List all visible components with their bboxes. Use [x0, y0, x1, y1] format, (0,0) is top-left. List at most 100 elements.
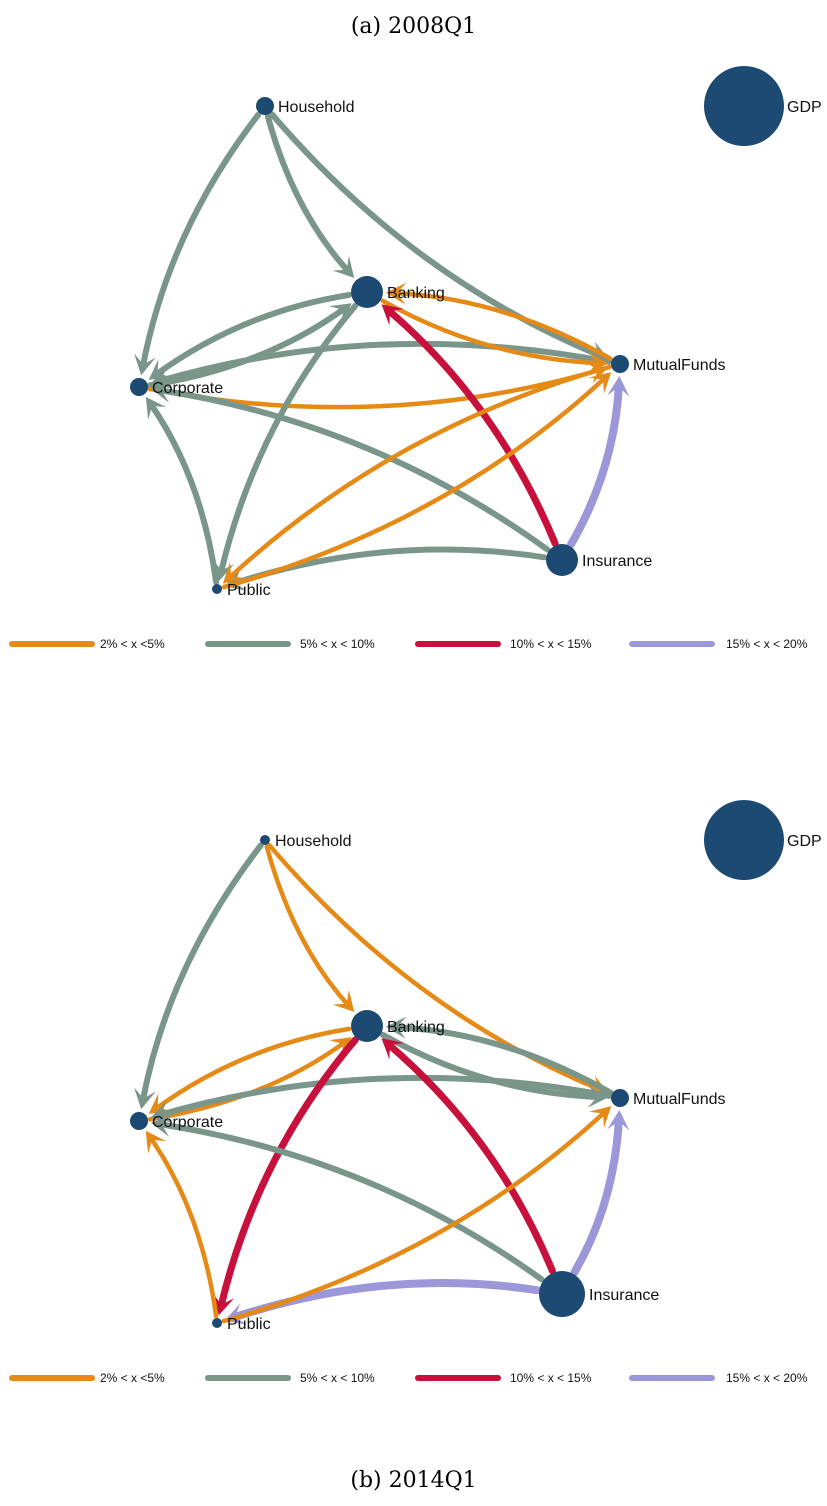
- legend-label-5-10: 5% < x < 10%: [300, 1371, 375, 1385]
- network-panel-b: Household Banking Corporate MutualFunds Insu…: [9, 800, 822, 1385]
- legend-label-10-15: 10% < x < 15%: [510, 1371, 592, 1385]
- node-label-corporate: Corporate: [152, 380, 223, 397]
- node-label-household: Household: [278, 99, 355, 116]
- node-label-banking: Banking: [387, 1019, 445, 1036]
- node-label-mutualfunds: MutualFunds: [633, 1091, 726, 1108]
- gdp-reference-circle: [704, 66, 784, 146]
- edge-insurance-to-public: [229, 546, 548, 587]
- edge-banking-to-mutualfunds: [380, 298, 603, 366]
- legend-label-2-5: 2% < x <5%: [100, 1371, 165, 1385]
- arrowhead-public-to-corporate: [145, 396, 167, 420]
- caption-panel-b: (b) 2014Q1: [350, 1468, 477, 1493]
- edge-banking-to-public: [217, 1036, 359, 1311]
- arrowhead-banking-to-mutualfunds: [587, 1085, 608, 1108]
- legend-label-2-5: 2% < x <5%: [100, 637, 165, 651]
- arrowhead-household-to-banking: [332, 989, 355, 1012]
- arrowhead-insurance-to-corporate: [150, 1115, 173, 1137]
- arrowhead-insurance-to-banking: [381, 1038, 404, 1060]
- node-label-household: Household: [275, 833, 352, 850]
- node-label-corporate: Corporate: [152, 1114, 223, 1131]
- edge-insurance-to-public: [228, 1279, 542, 1322]
- edge-mutualfunds-to-banking: [391, 290, 613, 361]
- edge-insurance-to-banking: [384, 306, 559, 547]
- arrowhead-household-to-corporate: [134, 1087, 156, 1110]
- node-corporate: [130, 1112, 148, 1130]
- arrowhead-mutualfunds-to-corporate: [150, 367, 173, 389]
- edge-banking-to-corporate: [152, 291, 353, 379]
- node-label-mutualfunds: MutualFunds: [633, 357, 726, 374]
- edge-mutualfunds-to-public: [226, 364, 612, 581]
- legend: 2% < x <5% 5% < x < 10% 10% < x < 15% 15% <…: [9, 1371, 808, 1385]
- node-label-insurance: Insurance: [582, 553, 652, 570]
- legend-label-15-20: 15% < x < 20%: [726, 637, 808, 651]
- node-mutualfunds: [611, 1089, 629, 1107]
- node-public: [212, 584, 222, 594]
- edge-household-to-corporate: [139, 111, 262, 371]
- edge-public-to-corporate: [148, 1135, 219, 1319]
- edge-household-to-banking: [264, 113, 352, 275]
- edge-household-to-mutualfunds: [267, 843, 604, 1093]
- edge-household-to-mutualfunds: [269, 111, 605, 360]
- gdp-label: GDP: [787, 833, 822, 850]
- node-label-public: Public: [227, 582, 271, 599]
- arrowhead-banking-to-corporate: [148, 1093, 172, 1114]
- edges-layer: [134, 111, 630, 591]
- edges-layer: [134, 842, 630, 1325]
- arrowhead-insurance-to-corporate: [150, 381, 173, 403]
- arrowhead-banking-to-public: [212, 1293, 235, 1316]
- arrowhead-mutualfunds-to-corporate: [150, 1101, 173, 1123]
- arrowhead-mutualfunds-to-banking: [386, 1016, 407, 1039]
- edge-mutualfunds-to-banking: [391, 1024, 614, 1096]
- node-insurance: [539, 1271, 585, 1317]
- caption-panel-a: (a) 2008Q1: [350, 14, 477, 39]
- gdp-label: GDP: [787, 99, 822, 116]
- edge-insurance-to-mutualfunds: [570, 1114, 623, 1277]
- arrowhead-corporate-to-banking: [329, 1037, 352, 1058]
- edge-insurance-to-banking: [384, 1040, 556, 1275]
- arrowhead-insurance-to-mutualfunds: [607, 376, 630, 397]
- legend-label-15-20: 15% < x < 20%: [726, 1371, 808, 1385]
- edge-insurance-to-corporate: [155, 1121, 545, 1283]
- node-label-public: Public: [227, 1316, 271, 1333]
- arrowhead-banking-to-mutualfunds: [587, 351, 608, 374]
- edge-mutualfunds-to-corporate: [155, 1074, 613, 1119]
- node-banking: [351, 276, 383, 308]
- arrowhead-corporate-to-banking: [329, 303, 352, 324]
- arrowhead-banking-to-corporate: [148, 359, 172, 380]
- legend-label-5-10: 5% < x < 10%: [300, 637, 375, 651]
- nodes-layer: Household Banking Corporate MutualFunds Insu…: [130, 833, 726, 1333]
- arrowhead-public-to-mutualfunds: [589, 1106, 612, 1128]
- node-insurance: [546, 544, 578, 576]
- edge-banking-to-corporate: [152, 1026, 352, 1112]
- edge-mutualfunds-to-corporate: [155, 340, 613, 385]
- edge-banking-to-mutualfunds: [379, 1031, 603, 1101]
- edge-public-to-mutualfunds: [221, 1109, 608, 1324]
- edge-household-to-banking: [264, 844, 352, 1009]
- edge-banking-to-public: [217, 302, 359, 577]
- arrowhead-public-to-mutualfunds: [589, 372, 612, 394]
- node-corporate: [130, 378, 148, 396]
- edge-public-to-mutualfunds: [221, 375, 608, 590]
- arrowhead-mutualfunds-to-banking: [386, 282, 407, 305]
- edge-insurance-to-mutualfunds: [567, 380, 623, 549]
- gdp-reference-circle: [704, 800, 784, 880]
- arrowhead-household-to-corporate: [134, 353, 156, 376]
- node-label-banking: Banking: [387, 285, 445, 302]
- node-label-insurance: Insurance: [589, 1287, 659, 1304]
- node-household: [260, 835, 270, 845]
- legend: 2% < x <5% 5% < x < 10% 10% < x < 15% 15% <…: [9, 637, 808, 651]
- arrowhead-public-to-corporate: [145, 1130, 167, 1154]
- arrowhead-insurance-to-mutualfunds: [607, 1110, 630, 1131]
- arrowhead-mutualfunds-to-public: [222, 561, 245, 584]
- edge-insurance-to-corporate: [155, 387, 551, 553]
- edge-public-to-corporate: [147, 400, 220, 586]
- arrowhead-insurance-to-banking: [381, 304, 404, 326]
- node-household: [256, 97, 274, 115]
- legend-label-10-15: 10% < x < 15%: [510, 637, 592, 651]
- node-public: [212, 1318, 222, 1328]
- nodes-layer: Household Banking Corporate MutualFunds Insu…: [130, 97, 726, 599]
- node-banking: [351, 1010, 383, 1042]
- edge-household-to-corporate: [139, 842, 264, 1105]
- network-panel-a: Household Banking Corporate MutualFunds Insu…: [9, 66, 822, 651]
- node-mutualfunds: [611, 355, 629, 373]
